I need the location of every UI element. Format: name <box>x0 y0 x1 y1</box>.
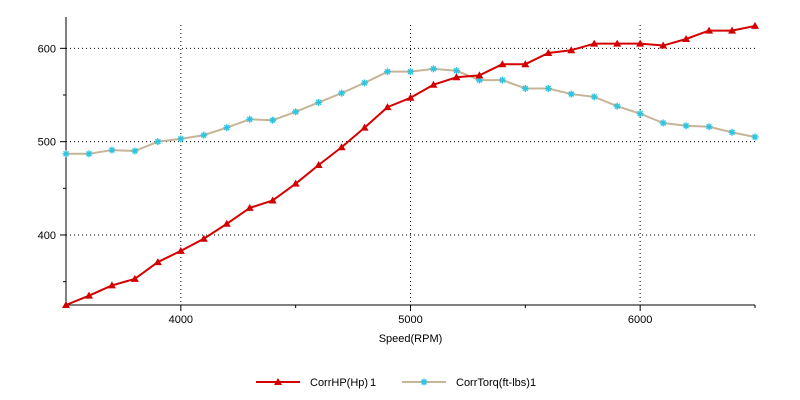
data-point <box>636 39 645 47</box>
axes <box>60 17 756 311</box>
series-layer <box>62 21 759 308</box>
data-point <box>269 116 277 124</box>
x-axis-title: Speed(RPM) <box>379 333 443 345</box>
data-point <box>521 84 529 92</box>
legend-marker <box>274 378 282 385</box>
data-point <box>199 234 208 242</box>
legend: CorrHP(Hp) 1 CorrTorq(ft-lbs) 1 <box>256 377 536 389</box>
data-point <box>475 71 484 79</box>
y-tick-label: 600 <box>38 43 56 55</box>
data-point <box>659 119 667 127</box>
data-point <box>544 84 552 92</box>
data-point <box>200 131 208 139</box>
data-point <box>452 73 461 81</box>
data-point <box>84 291 93 299</box>
data-point <box>682 35 691 42</box>
legend-item-corrtorq: CorrTorq(ft-lbs) 1 <box>402 377 536 389</box>
data-point <box>751 21 759 29</box>
data-point <box>153 258 162 266</box>
tick-labels: 400 500 600 4000 5000 6000 <box>38 43 653 326</box>
data-point <box>338 89 346 97</box>
y-tick-label: 500 <box>38 137 56 149</box>
x-tick-label: 4000 <box>169 314 193 326</box>
legend-marker <box>420 378 428 386</box>
data-point <box>659 41 668 49</box>
data-point <box>567 46 576 54</box>
data-point <box>728 26 737 34</box>
data-point <box>498 60 507 68</box>
legend-item-corrhp: CorrHP(Hp) 1 <box>256 377 376 389</box>
data-point <box>590 39 599 47</box>
data-point <box>383 103 392 111</box>
series-corrhp <box>62 21 759 308</box>
data-point <box>590 93 598 101</box>
data-point <box>360 123 369 131</box>
legend-label: CorrHP(Hp) <box>310 377 368 389</box>
data-point <box>429 80 438 88</box>
data-point <box>131 147 139 155</box>
data-point <box>223 124 231 132</box>
data-point <box>108 146 116 154</box>
data-point <box>130 274 139 282</box>
data-point <box>636 110 644 118</box>
data-point <box>154 138 162 146</box>
grid-lines <box>66 25 755 305</box>
data-point <box>268 196 277 204</box>
data-point <box>613 102 621 110</box>
data-point <box>361 79 369 87</box>
data-point <box>62 301 70 308</box>
legend-run-label: 1 <box>370 377 376 389</box>
data-point <box>245 203 254 211</box>
data-point <box>292 108 300 116</box>
data-point <box>85 150 93 158</box>
x-tick-label: 6000 <box>628 314 652 326</box>
data-point <box>62 150 70 158</box>
y-tick-label: 400 <box>38 230 56 242</box>
data-point <box>407 68 414 76</box>
data-point <box>107 281 116 289</box>
data-point <box>452 67 460 75</box>
data-point <box>291 179 300 187</box>
data-point <box>705 123 713 131</box>
legend-label: CorrTorq(ft-lbs) <box>456 377 530 389</box>
data-point <box>315 98 323 106</box>
x-tick-label: 5000 <box>398 314 422 326</box>
data-point <box>314 161 323 168</box>
data-point <box>751 133 759 141</box>
data-point <box>406 93 415 101</box>
data-point <box>429 65 437 73</box>
data-point <box>613 39 622 47</box>
series-corrtorq <box>62 65 759 158</box>
data-point <box>475 76 483 84</box>
data-point <box>177 135 185 143</box>
data-point <box>246 115 254 123</box>
data-point <box>544 49 553 56</box>
data-point <box>567 90 575 98</box>
data-point <box>728 128 736 136</box>
legend-run-label: 1 <box>530 377 536 389</box>
data-point <box>222 219 231 227</box>
data-point <box>498 76 506 84</box>
data-point <box>337 143 346 151</box>
data-point <box>384 68 392 76</box>
data-point <box>682 122 690 130</box>
data-point <box>176 246 185 254</box>
data-point <box>705 26 714 34</box>
data-point <box>521 60 530 68</box>
